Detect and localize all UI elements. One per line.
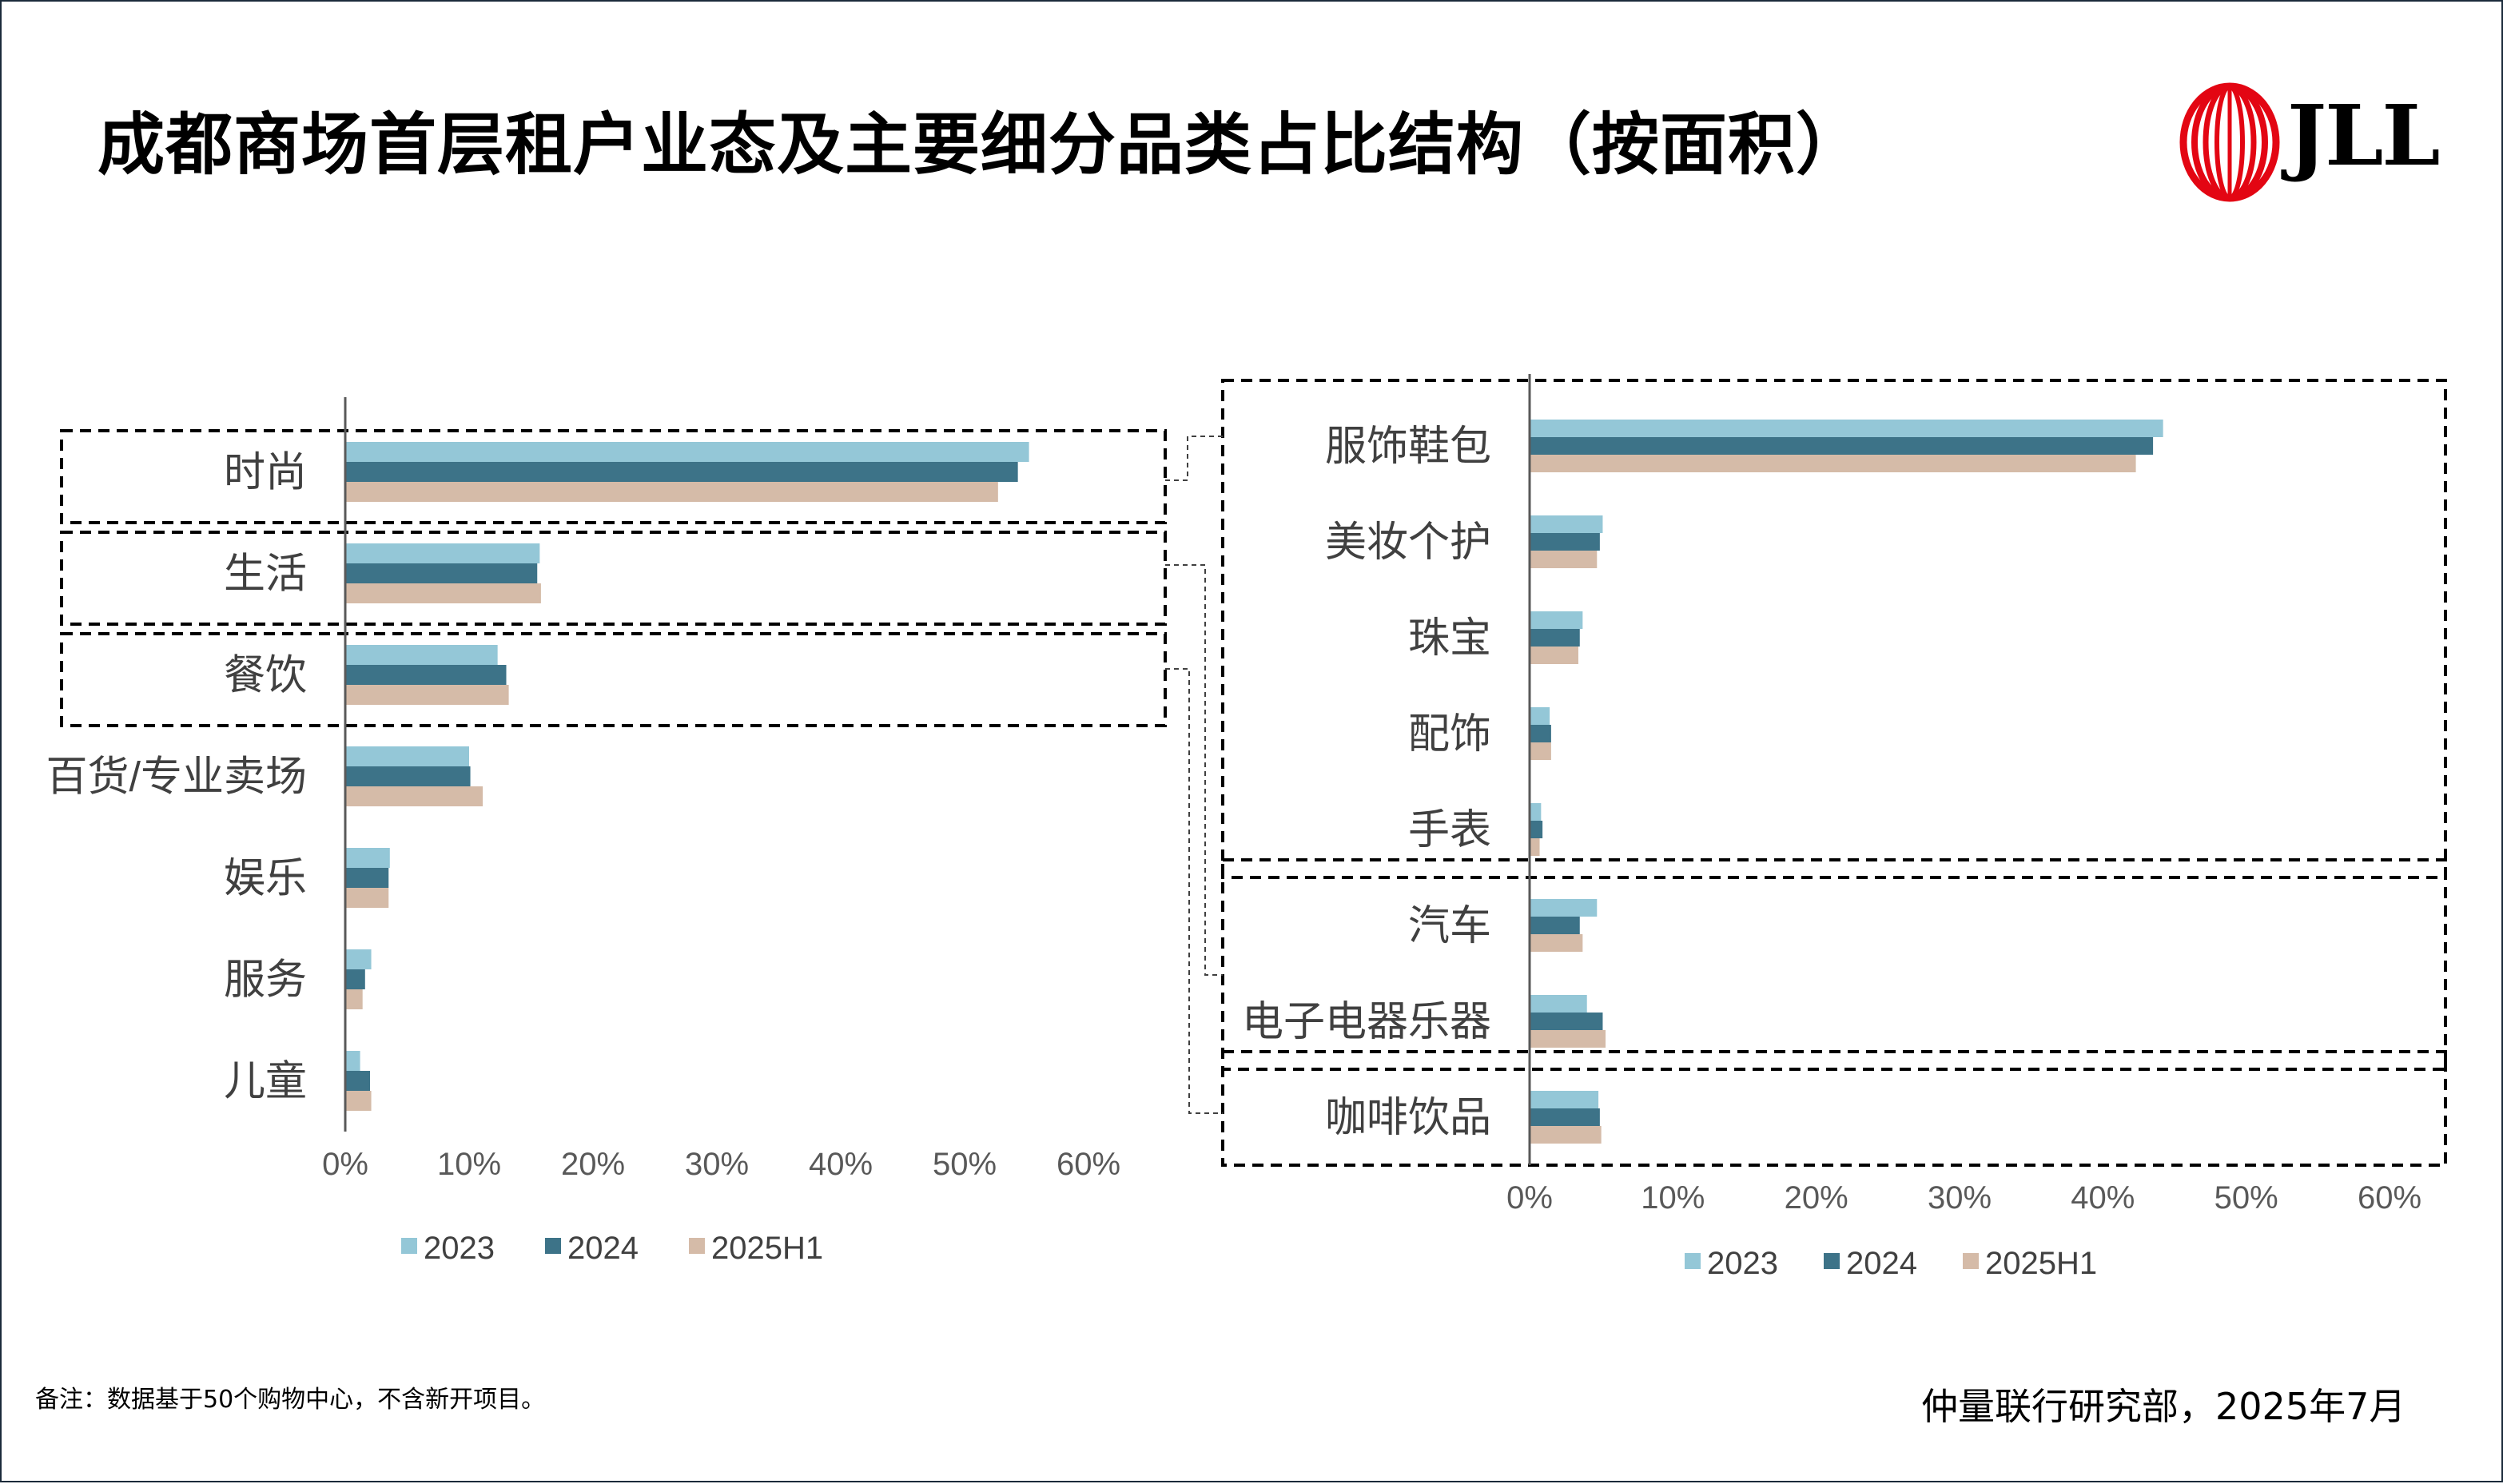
right-bar-2025H1-2 <box>1530 647 1578 664</box>
left-category-label: 百货/专业卖场 <box>46 754 307 801</box>
right-bar-2023-5 <box>1530 899 1598 917</box>
left-x-tick-label: 10% <box>437 1147 501 1182</box>
right-bar-2024-6 <box>1530 1013 1603 1030</box>
right-legend-label: 2023 <box>1707 1246 1778 1281</box>
right-bar-2025H1-0 <box>1530 455 2136 472</box>
right-x-tick-label: 10% <box>1641 1180 1705 1215</box>
right-bar-2024-5 <box>1530 917 1580 934</box>
left-legend-label: 2023 <box>424 1231 495 1266</box>
left-bar-2023-2 <box>345 645 498 665</box>
right-bar-2023-6 <box>1530 995 1587 1013</box>
logo-text: JLL <box>2287 86 2440 185</box>
right-category-label: 服饰鞋包 <box>1325 424 1491 470</box>
right-bar-2024-0 <box>1530 437 2154 455</box>
right-bar-2024-2 <box>1530 629 1580 647</box>
right-category-label: 配饰 <box>1408 711 1491 758</box>
left-bar-2025H1-0 <box>345 482 998 502</box>
left-category-label: 时尚 <box>224 450 307 496</box>
left-category-label: 儿童 <box>224 1059 307 1105</box>
right-x-tick-label: 40% <box>2071 1180 2135 1215</box>
right-category-label: 电子电器乐器 <box>1242 999 1491 1045</box>
left-bar-2023-5 <box>345 949 372 969</box>
right-bar-2023-1 <box>1530 515 1603 533</box>
page-title: 成都商场首层租户业态及主要细分品类占比结构（按面积） <box>97 105 1864 184</box>
right-group-box-2 <box>1221 1050 2447 1167</box>
left-bar-2024-3 <box>345 766 471 786</box>
right-bar-2025H1-1 <box>1530 551 1598 568</box>
left-category-label: 餐饮 <box>224 653 307 699</box>
right-bar-2023-0 <box>1530 420 2163 437</box>
left-bar-2025H1-5 <box>345 989 363 1009</box>
right-category-label: 咖啡饮品 <box>1325 1095 1491 1141</box>
right-legend-swatch-2025H1 <box>1963 1253 1979 1269</box>
source-credit: 仲量联行研究部，2025年7月 <box>1921 1385 2406 1428</box>
right-legend-label: 2024 <box>1846 1246 1917 1281</box>
right-legend-swatch-2024 <box>1824 1253 1840 1269</box>
right-bar-2025H1-3 <box>1530 742 1551 760</box>
right-x-tick-label: 60% <box>2358 1180 2421 1215</box>
left-x-tick-label: 0% <box>322 1147 368 1182</box>
left-bar-2025H1-2 <box>345 685 509 705</box>
right-bar-2023-3 <box>1530 707 1550 725</box>
right-bar-2024-7 <box>1530 1108 1600 1126</box>
right-bar-2024-3 <box>1530 725 1551 742</box>
left-bar-2025H1-1 <box>345 583 541 603</box>
left-x-tick-label: 50% <box>933 1147 997 1182</box>
left-x-tick-label: 40% <box>809 1147 873 1182</box>
left-category-label: 娱乐 <box>224 856 307 902</box>
right-x-tick-label: 20% <box>1785 1180 1848 1215</box>
left-category-label: 服务 <box>224 957 307 1004</box>
left-bar-2024-0 <box>345 462 1018 482</box>
left-bar-2024-4 <box>345 868 389 888</box>
right-x-tick-label: 30% <box>1928 1180 1992 1215</box>
right-category-label: 美妆个护 <box>1325 519 1491 566</box>
left-bar-2023-1 <box>345 543 540 563</box>
right-group-box-0 <box>1221 379 2447 879</box>
right-bar-2024-4 <box>1530 821 1543 838</box>
left-x-tick-label: 60% <box>1057 1147 1120 1182</box>
jll-swirl-icon <box>2179 82 2280 202</box>
left-legend-label: 2024 <box>567 1231 639 1266</box>
left-legend-swatch-2025H1 <box>689 1238 705 1254</box>
right-group-box-1 <box>1221 858 2447 1071</box>
right-bar-2024-1 <box>1530 533 1600 551</box>
left-bar-2023-6 <box>345 1051 360 1071</box>
left-bar-2024-1 <box>345 563 538 583</box>
right-bar-2025H1-5 <box>1530 934 1583 952</box>
right-legend-swatch-2023 <box>1685 1253 1701 1269</box>
right-bar-2023-2 <box>1530 611 1583 629</box>
footnote: 备注：数据基于50个购物中心，不含新开项目。 <box>35 1386 546 1414</box>
left-bar-2025H1-4 <box>345 888 389 908</box>
right-bar-2025H1-6 <box>1530 1030 1606 1048</box>
left-bar-2025H1-6 <box>345 1091 372 1111</box>
right-x-tick-label: 0% <box>1506 1180 1553 1215</box>
right-x-tick-label: 50% <box>2214 1180 2278 1215</box>
left-bar-2023-0 <box>345 442 1029 462</box>
left-bar-2024-5 <box>345 969 365 989</box>
right-category-label: 汽车 <box>1408 903 1491 949</box>
right-bar-2025H1-7 <box>1530 1126 1602 1144</box>
left-x-tick-label: 20% <box>561 1147 625 1182</box>
left-bar-2023-4 <box>345 848 390 868</box>
left-legend-swatch-2023 <box>401 1238 417 1254</box>
left-legend-label: 2025H1 <box>711 1231 823 1266</box>
left-bar-2024-6 <box>345 1071 370 1091</box>
left-bar-2023-3 <box>345 746 469 766</box>
left-legend-swatch-2024 <box>545 1238 561 1254</box>
right-bar-2023-7 <box>1530 1091 1599 1108</box>
left-x-tick-label: 30% <box>685 1147 749 1182</box>
right-bar-2025H1-4 <box>1530 838 1540 856</box>
right-legend-label: 2025H1 <box>1985 1246 2097 1281</box>
left-bar-2025H1-3 <box>345 786 483 806</box>
right-category-label: 手表 <box>1408 807 1491 853</box>
jll-logo: JLL <box>2175 78 2447 206</box>
right-category-label: 珠宝 <box>1408 615 1491 662</box>
left-category-label: 生活 <box>224 551 307 598</box>
left-bar-2024-2 <box>345 665 507 685</box>
right-bar-2023-4 <box>1530 803 1542 821</box>
